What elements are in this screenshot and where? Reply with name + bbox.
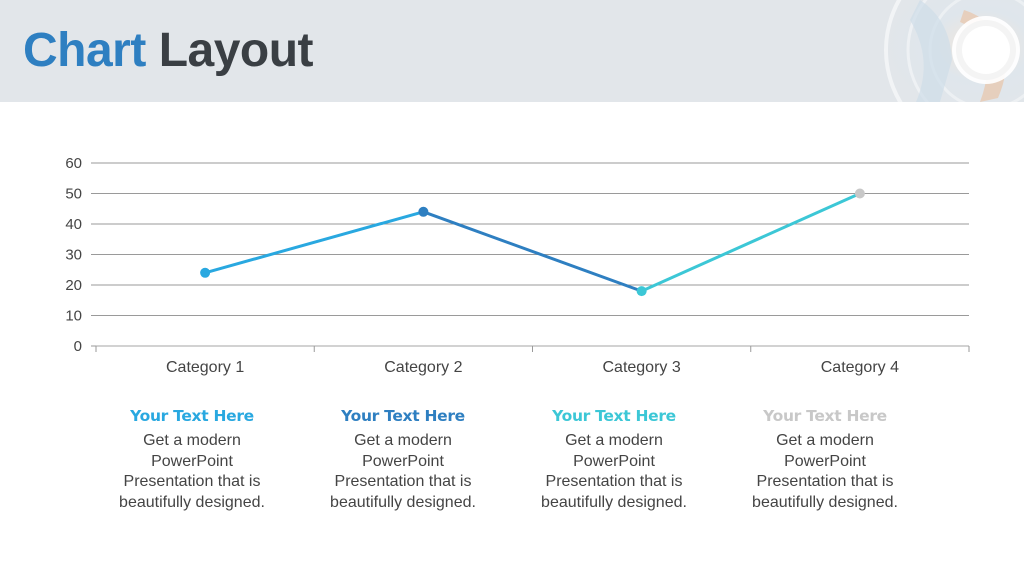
text-column: Your Text Here Get a modern PowerPoint Pres… xyxy=(313,404,493,513)
column-body-line: PowerPoint xyxy=(573,452,655,470)
column-body-line: Presentation that is xyxy=(334,473,472,490)
column-heading: Your Text Here xyxy=(341,407,465,425)
y-tick-label: 60 xyxy=(65,155,82,172)
series-line-segment xyxy=(203,210,425,275)
text-column: Your Text Here Get a modern PowerPoint Pres… xyxy=(735,404,915,513)
column-heading: Your Text Here xyxy=(763,407,887,425)
column-body-line: PowerPoint xyxy=(362,452,444,470)
column-body-line: Presentation that is xyxy=(545,473,683,490)
data-point xyxy=(636,286,647,297)
column-body-line: Presentation that is xyxy=(756,473,894,490)
title-part-layout: Layout xyxy=(158,24,314,77)
column-body-line: beautifully designed. xyxy=(330,493,476,511)
column-body-line: Get a modern xyxy=(776,432,874,449)
line-chart: 0 10 20 30 40 50 60 Category 1 Category 2 Categor… xyxy=(65,155,970,376)
y-tick-label: 50 xyxy=(65,186,82,203)
data-point xyxy=(418,206,429,217)
column-body-line: beautifully designed. xyxy=(119,493,265,511)
x-tick-label: Category 4 xyxy=(821,359,899,376)
y-tick-label: 40 xyxy=(65,216,82,233)
page-title: Chart Layout xyxy=(23,22,314,80)
x-tick-label: Category 3 xyxy=(602,359,680,376)
header-bar: Chart Layout xyxy=(0,0,1024,102)
column-body-line: Get a modern xyxy=(354,432,452,449)
column-body: Get a modern PowerPoint Presentation that … xyxy=(735,431,915,513)
text-column: Your Text Here Get a modern PowerPoint Pres… xyxy=(524,404,704,513)
column-body-line: Get a modern xyxy=(565,432,663,449)
y-tick-label: 10 xyxy=(65,308,82,325)
column-body-line: Get a modern xyxy=(143,432,241,449)
x-tick-label: Category 1 xyxy=(166,359,244,376)
title-part-chart: Chart xyxy=(23,24,146,77)
column-body: Get a modern PowerPoint Presentation that … xyxy=(313,431,493,513)
column-heading: Your Text Here xyxy=(130,407,254,425)
data-point xyxy=(200,267,211,278)
column-body: Get a modern PowerPoint Presentation that … xyxy=(102,431,282,513)
series-line-segment xyxy=(421,210,644,293)
y-tick-label: 0 xyxy=(74,338,82,355)
header-decorative-graphic xyxy=(880,0,1024,102)
column-body-line: PowerPoint xyxy=(784,452,866,470)
x-tick-label: Category 2 xyxy=(384,359,462,376)
column-heading: Your Text Here xyxy=(552,407,676,425)
column-body-line: beautifully designed. xyxy=(541,493,687,511)
text-column: Your Text Here Get a modern PowerPoint Pres… xyxy=(102,404,282,513)
column-body-line: Presentation that is xyxy=(123,473,261,490)
column-body-line: beautifully designed. xyxy=(752,493,898,511)
series-line-segment xyxy=(640,192,862,293)
column-body-line: PowerPoint xyxy=(151,452,233,470)
column-body: Get a modern PowerPoint Presentation that … xyxy=(524,431,704,513)
data-point xyxy=(854,188,865,199)
y-tick-label: 30 xyxy=(65,247,82,264)
y-tick-label: 20 xyxy=(65,277,82,294)
